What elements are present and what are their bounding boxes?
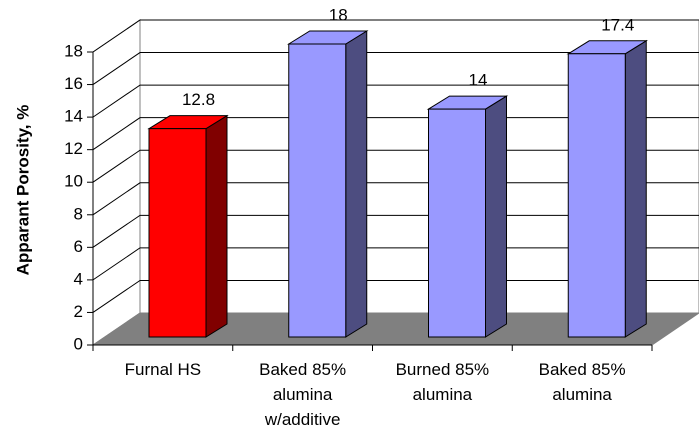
y-tick-label: 12	[64, 139, 83, 158]
y-tick-label: 18	[64, 41, 83, 60]
y-tick-label: 6	[74, 237, 83, 256]
bar-side	[485, 95, 507, 338]
x-tick-label-box: Furnal HS	[124, 360, 202, 379]
x-tick-label: Baked 85% alumina w/additive	[259, 360, 347, 429]
grid-line	[92, 117, 699, 151]
x-tick-label: Baked 85% alumina	[538, 360, 626, 404]
y-tick-label: 14	[64, 107, 83, 126]
data-label: 17.4	[601, 15, 634, 34]
x-tick-label: Furnal HS	[124, 360, 202, 379]
y-tick-label: 0	[74, 334, 83, 353]
data-label: 12.8	[182, 90, 215, 109]
x-tick-label: Burned 85% alumina	[395, 360, 490, 404]
y-tick-label: 4	[74, 269, 83, 288]
bar	[426, 95, 509, 338]
x-tick-label-box: Baked 85% alumina	[538, 360, 626, 404]
grid-line	[92, 52, 699, 85]
bar	[147, 114, 229, 338]
grid-line	[92, 279, 699, 313]
bar-front	[288, 43, 347, 338]
bar-front	[148, 128, 207, 338]
y-axis-title: Apparant Porosity, %	[13, 105, 32, 276]
bar-side	[345, 30, 368, 338]
x-tick-label-box: Burned 85% alumina	[395, 360, 490, 404]
y-tick-label: 8	[74, 204, 83, 223]
grid-line	[92, 19, 699, 53]
y-tick-label: 10	[64, 172, 83, 191]
data-label: 18	[329, 5, 348, 24]
bar-side	[205, 114, 228, 338]
bar-front	[428, 108, 486, 338]
grid-line	[92, 149, 699, 183]
grid-line	[92, 84, 699, 118]
grid-line	[92, 247, 699, 281]
bar	[286, 30, 369, 338]
data-label: 14	[469, 71, 488, 90]
y-tick-label: 2	[74, 302, 83, 321]
bar	[566, 39, 649, 338]
x-tick-label-box: Baked 85% alumina w/additive	[259, 360, 347, 429]
grid-line	[92, 182, 699, 216]
bar-side	[624, 39, 647, 338]
grid-line	[92, 214, 699, 248]
bar-front	[567, 53, 626, 338]
y-tick-label: 16	[64, 74, 83, 93]
